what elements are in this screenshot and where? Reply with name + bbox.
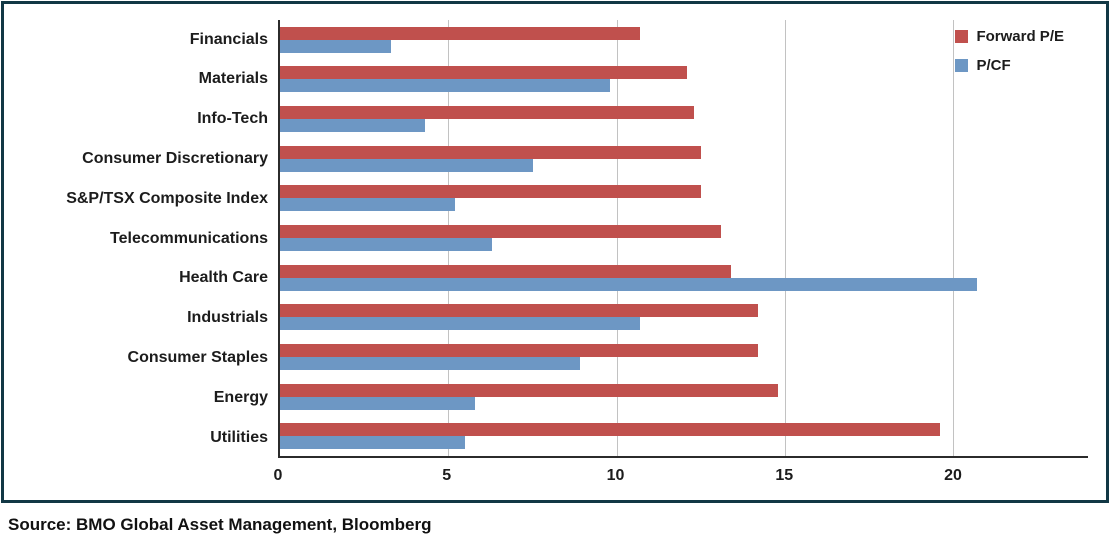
category-label: S&P/TSX Composite Index bbox=[66, 189, 268, 207]
bar-group bbox=[280, 218, 1088, 258]
bar-group bbox=[280, 139, 1088, 179]
bar-p-cf bbox=[280, 79, 610, 93]
bar-group bbox=[280, 258, 1088, 298]
legend-label: P/CF bbox=[976, 57, 1011, 74]
bar-forward-p-e bbox=[280, 304, 759, 318]
bar-p-cf bbox=[280, 436, 466, 450]
gridline bbox=[953, 20, 955, 456]
x-tick-label: 0 bbox=[273, 467, 283, 484]
category-label: Materials bbox=[198, 70, 268, 88]
legend-item: P/CF bbox=[955, 57, 1064, 74]
bar-group bbox=[280, 60, 1088, 100]
bar-p-cf bbox=[280, 158, 533, 172]
legend-swatch-icon bbox=[955, 59, 969, 72]
category-label: Industrials bbox=[187, 309, 268, 327]
bar-group bbox=[280, 337, 1088, 377]
bar-p-cf bbox=[280, 396, 476, 410]
bar-forward-p-e bbox=[280, 423, 940, 437]
legend-item: Forward P/E bbox=[955, 28, 1064, 45]
bar-forward-p-e bbox=[280, 225, 722, 239]
bar-forward-p-e bbox=[280, 145, 701, 159]
legend: Forward P/E P/CF bbox=[955, 28, 1064, 74]
bar-group bbox=[280, 297, 1088, 337]
bar-group bbox=[280, 179, 1088, 219]
source-caption: Source: BMO Global Asset Management, Blo… bbox=[8, 515, 432, 534]
x-tick-label: 5 bbox=[442, 467, 452, 484]
category-label: Info-Tech bbox=[197, 110, 268, 128]
category-label: Financials bbox=[189, 30, 268, 48]
bar-p-cf bbox=[280, 277, 977, 291]
gridline bbox=[785, 20, 786, 456]
axis-spacer bbox=[10, 458, 278, 494]
category-labels: Financials Materials Info-Tech Consumer Dis… bbox=[10, 20, 278, 458]
bar-p-cf bbox=[280, 356, 580, 370]
category-label: Utilities bbox=[210, 428, 268, 446]
bar-group bbox=[280, 416, 1088, 456]
category-label: Health Care bbox=[179, 269, 268, 287]
bar-series bbox=[280, 20, 1088, 456]
category-label: Energy bbox=[213, 388, 268, 406]
x-axis: 0 5 10 15 20 bbox=[274, 458, 1088, 494]
legend-label: Forward P/E bbox=[976, 28, 1064, 45]
bar-forward-p-e bbox=[280, 343, 759, 357]
bar-p-cf bbox=[280, 238, 493, 252]
bar-forward-p-e bbox=[280, 383, 779, 397]
bar-forward-p-e bbox=[280, 106, 695, 120]
bar-group bbox=[280, 99, 1088, 139]
bar-p-cf bbox=[280, 198, 456, 212]
chart-frame: Financials Materials Info-Tech Consumer Dis… bbox=[1, 1, 1109, 503]
legend-swatch-icon bbox=[955, 30, 969, 43]
category-label: Consumer Staples bbox=[127, 349, 268, 366]
bar-forward-p-e bbox=[280, 66, 688, 80]
bar-p-cf bbox=[280, 317, 641, 331]
x-tick-label: 20 bbox=[944, 467, 962, 484]
plot-area: Forward P/E P/CF bbox=[278, 20, 1088, 458]
bar-group bbox=[280, 377, 1088, 417]
bar-p-cf bbox=[280, 119, 425, 133]
bar-forward-p-e bbox=[280, 264, 732, 278]
x-tick-label: 15 bbox=[775, 467, 794, 484]
category-label: Telecommunications bbox=[110, 229, 268, 247]
chart-grid: Financials Materials Info-Tech Consumer Dis… bbox=[10, 20, 1088, 494]
bar-group bbox=[280, 20, 1088, 60]
x-tick-label: 10 bbox=[606, 467, 625, 484]
category-label: Consumer Discretionary bbox=[82, 149, 268, 167]
bar-forward-p-e bbox=[280, 185, 701, 199]
bar-forward-p-e bbox=[280, 26, 641, 40]
bar-p-cf bbox=[280, 39, 392, 53]
